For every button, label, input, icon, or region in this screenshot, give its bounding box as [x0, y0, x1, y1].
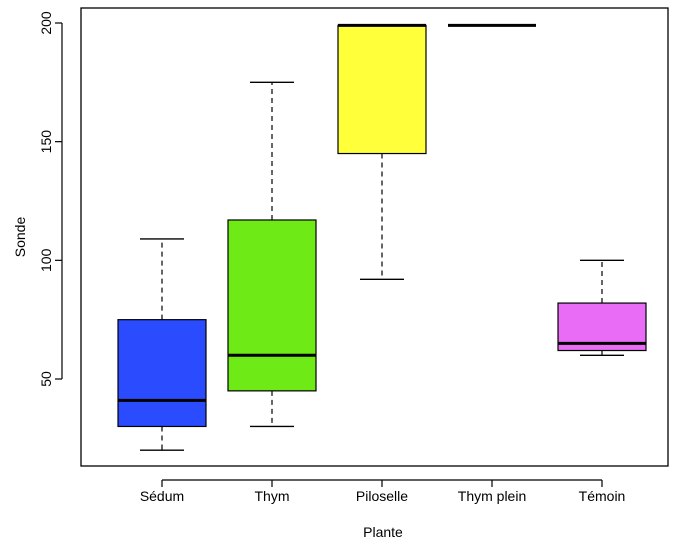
- y-tick-label: 150: [38, 130, 54, 154]
- x-tick-label: Thym: [255, 488, 290, 504]
- y-tick-label: 200: [38, 11, 54, 35]
- x-axis-label: Plante: [363, 524, 403, 540]
- x-tick-label: Thym plein: [458, 488, 526, 504]
- box-4: [557, 259, 647, 356]
- x-tick-label: Sédum: [140, 488, 184, 504]
- box-rect: [337, 24, 427, 155]
- plot-frame: [80, 7, 669, 467]
- box-rect: [227, 219, 317, 392]
- x-tick-label: Piloselle: [356, 488, 408, 504]
- y-tick-label: 50: [38, 371, 54, 387]
- box-2: [337, 23, 427, 281]
- box-rect: [117, 319, 207, 428]
- x-tick-label: Témoin: [579, 488, 626, 504]
- box-0: [117, 238, 207, 451]
- boxes-group: [117, 23, 647, 451]
- y-axis: 50 100 150 200: [38, 11, 63, 387]
- box-1: [227, 81, 317, 428]
- x-axis: Sédum Thym Piloselle Thym plein Témoin: [140, 479, 626, 504]
- y-tick-label: 100: [38, 248, 54, 272]
- y-axis-label: Sonde: [12, 217, 28, 258]
